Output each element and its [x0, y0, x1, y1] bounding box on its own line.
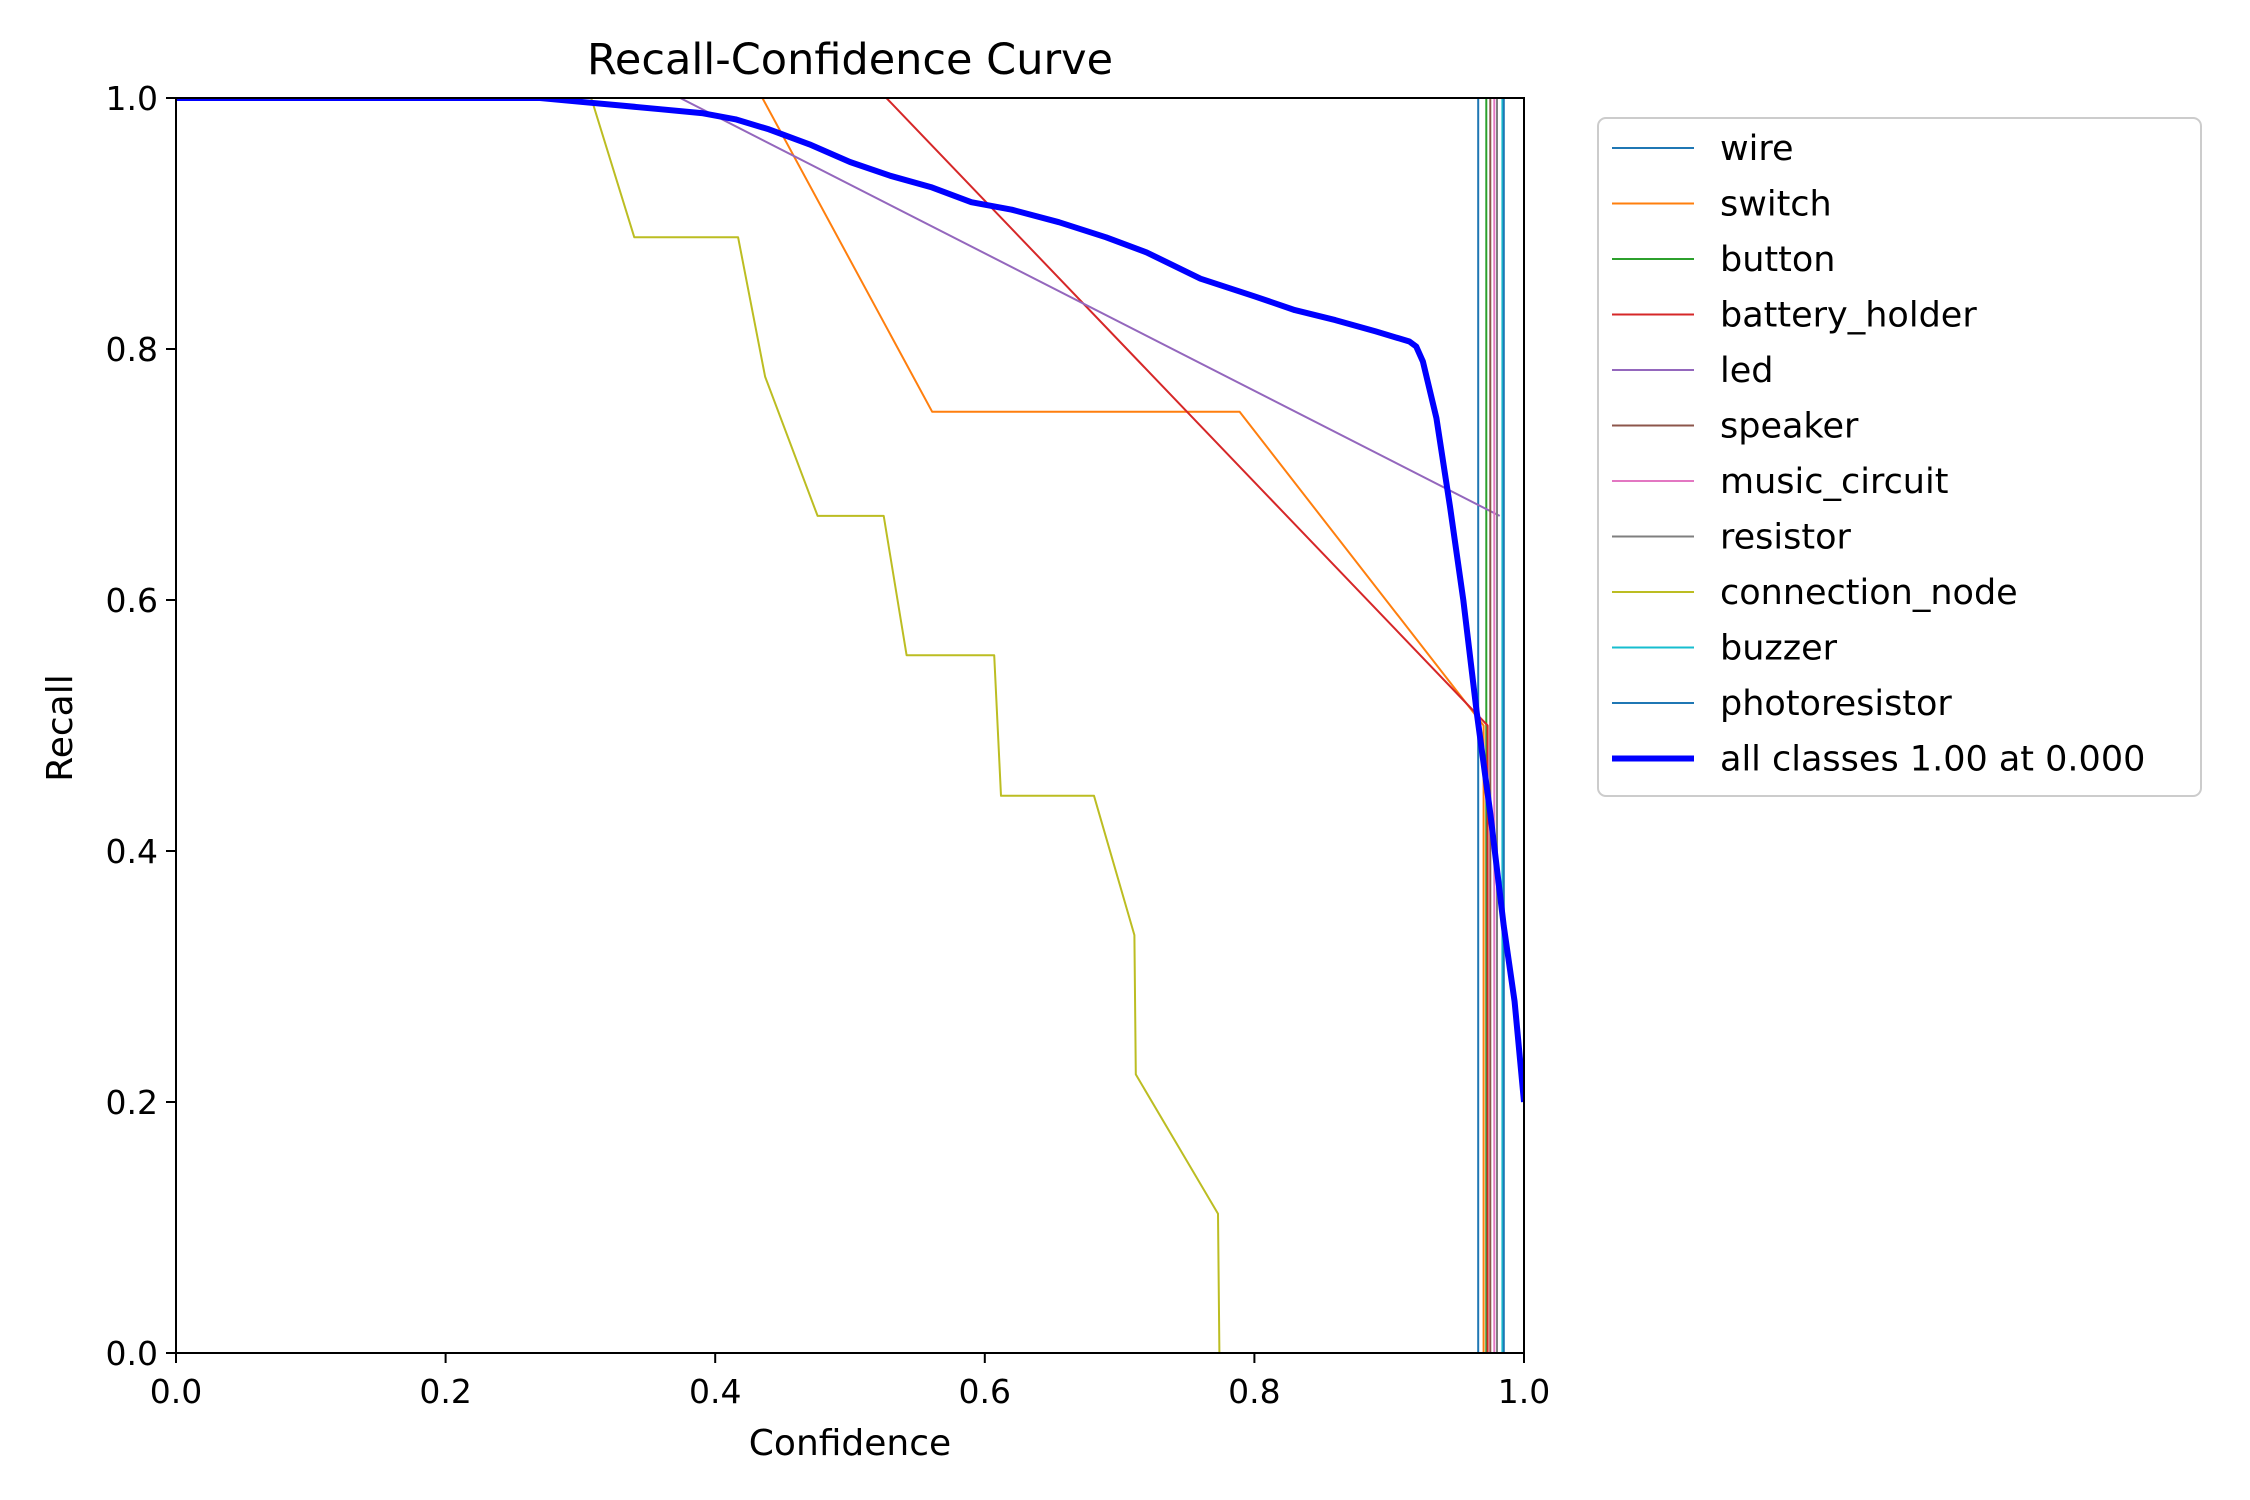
x-axis-label: Confidence: [749, 1423, 951, 1464]
x-axis: 0.0 0.2 0.4 0.6 0.8 1.0: [150, 1353, 1550, 1411]
y-axis: 0.0 0.2 0.4 0.6 0.8 1.0: [106, 79, 176, 1373]
y-tick-label: 0.6: [106, 581, 158, 620]
legend-label: resistor: [1720, 518, 1851, 558]
y-tick-label: 0.2: [106, 1083, 158, 1122]
legend-label: battery_holder: [1720, 296, 1977, 336]
series-line-speaker: [176, 98, 1492, 1353]
legend-label: switch: [1720, 185, 1832, 225]
legend-label: connection_node: [1720, 573, 2018, 613]
chart-title: Recall-Confidence Curve: [587, 35, 1113, 85]
legend-label: button: [1720, 240, 1835, 280]
x-tick-label: 0.8: [1228, 1372, 1280, 1411]
x-tick-label: 0.4: [689, 1372, 741, 1411]
x-tick-label: 0.0: [150, 1372, 202, 1411]
y-tick-label: 1.0: [106, 79, 158, 118]
series-line-led: [176, 98, 1501, 517]
y-axis-label: Recall: [40, 674, 81, 781]
x-tick-label: 1.0: [1498, 1372, 1550, 1411]
series-line-music-circuit: [176, 98, 1496, 1353]
legend-label: music_circuit: [1720, 462, 1948, 502]
y-tick-label: 0.0: [106, 1334, 158, 1373]
series-layer: [176, 98, 1524, 1353]
series-line-button: [176, 98, 1488, 1353]
x-tick-label: 0.2: [419, 1372, 471, 1411]
series-line-switch: [176, 98, 1485, 1353]
y-tick-label: 0.4: [106, 832, 158, 871]
series-line-resistor: [176, 98, 1498, 1353]
legend-label: wire: [1720, 129, 1794, 169]
legend-label: photoresistor: [1720, 684, 1952, 724]
series-line-connection-node: [176, 98, 1484, 1353]
legend-label: buzzer: [1720, 629, 1838, 669]
legend-label: speaker: [1720, 407, 1859, 447]
legend-label: led: [1720, 351, 1773, 391]
series-line-all-classes-1-00-at-0-000: [176, 98, 1524, 1103]
x-tick-label: 0.6: [959, 1372, 1011, 1411]
plot-frame: [175, 97, 1525, 1354]
y-tick-label: 0.8: [106, 330, 158, 369]
series-line-wire: [176, 98, 1480, 1353]
legend-box: [1597, 117, 2202, 797]
legend-label: all classes 1.00 at 0.000: [1720, 740, 2145, 780]
series-line-battery-holder: [176, 98, 1489, 1353]
